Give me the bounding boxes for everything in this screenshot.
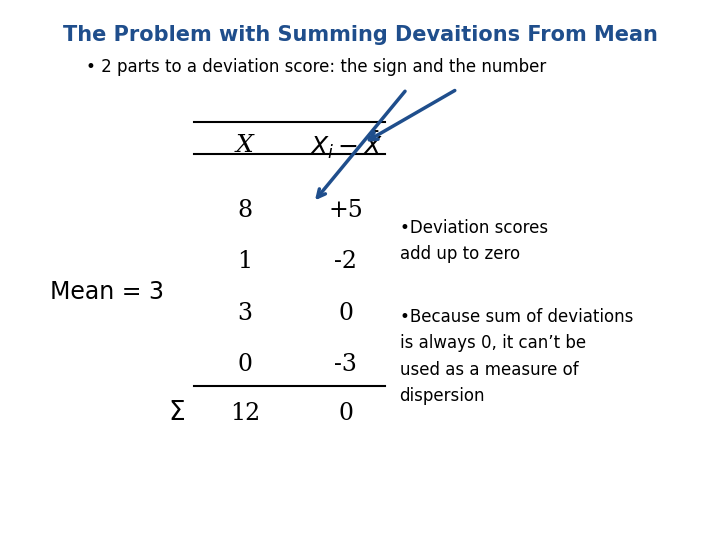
Text: 1: 1 xyxy=(237,251,253,273)
Text: The Problem with Summing Devaitions From Mean: The Problem with Summing Devaitions From… xyxy=(63,25,657,45)
Text: 0: 0 xyxy=(238,353,252,376)
Text: 0: 0 xyxy=(338,402,353,424)
Text: $X_i - \bar{X}$: $X_i - \bar{X}$ xyxy=(309,130,382,161)
Text: -2: -2 xyxy=(334,251,357,273)
Text: 0: 0 xyxy=(338,302,353,325)
Text: 8: 8 xyxy=(237,199,253,222)
Text: •Deviation scores
add up to zero: •Deviation scores add up to zero xyxy=(400,219,548,263)
Text: •Because sum of deviations
is always 0, it can’t be
used as a measure of
dispers: •Because sum of deviations is always 0, … xyxy=(400,308,633,405)
Text: $\Sigma$: $\Sigma$ xyxy=(168,400,185,426)
Text: 3: 3 xyxy=(238,302,252,325)
Text: 12: 12 xyxy=(230,402,260,424)
Text: +5: +5 xyxy=(328,199,363,222)
Text: Mean = 3: Mean = 3 xyxy=(50,280,164,303)
Text: X: X xyxy=(236,134,253,157)
Text: • 2 parts to a deviation score: the sign and the number: • 2 parts to a deviation score: the sign… xyxy=(86,58,546,77)
Text: -3: -3 xyxy=(334,353,357,376)
